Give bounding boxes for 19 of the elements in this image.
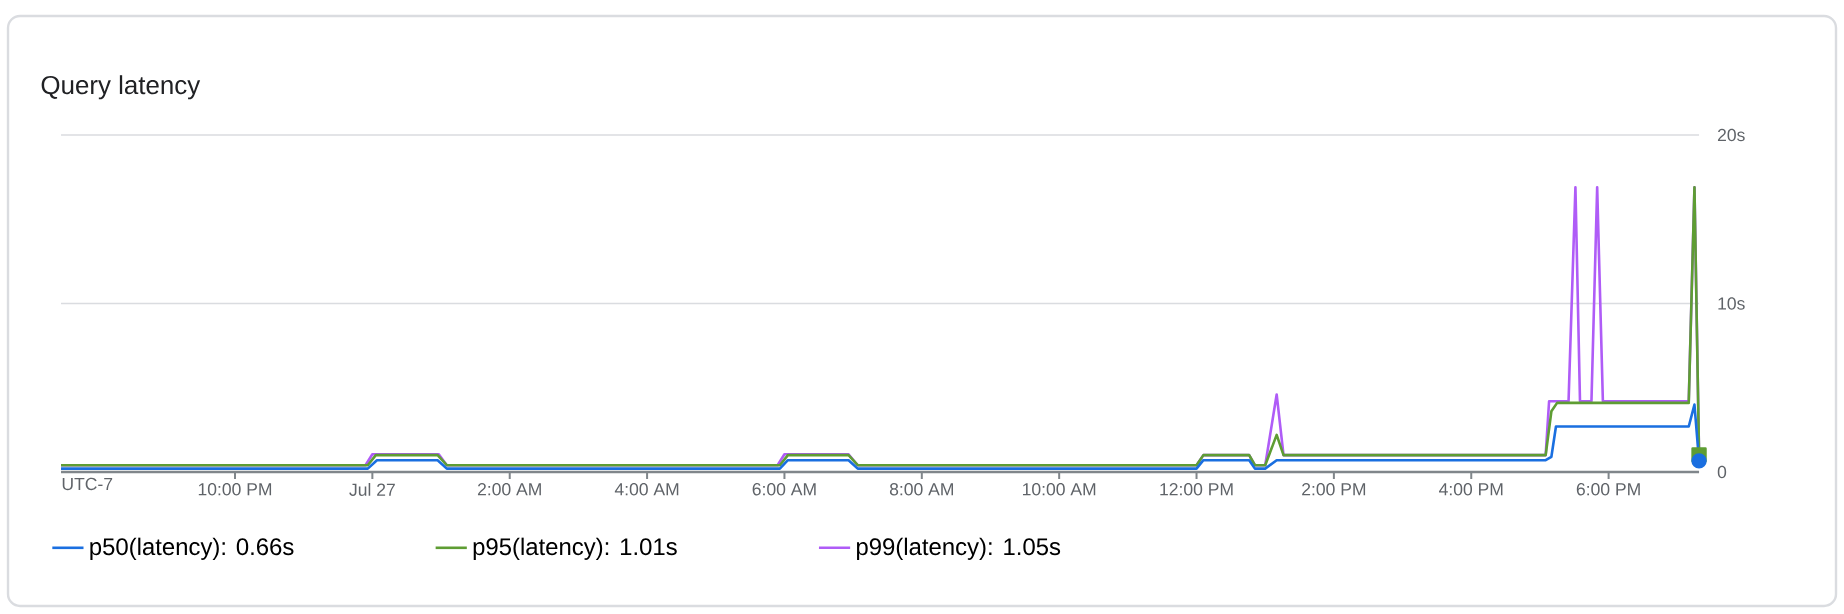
x-tick-label: 2:00 AM <box>477 483 541 496</box>
y-tick-label: 0 <box>1717 465 1727 479</box>
x-tick-label: Jul 27 <box>349 483 395 496</box>
x-tick-label: 10:00 AM <box>1022 483 1096 496</box>
legend-label: p50(latency): 0.66s <box>90 537 294 560</box>
x-tick-label: 12:00 PM <box>1160 483 1233 496</box>
x-tick-label: 10:00 PM <box>198 483 272 496</box>
legend-label: p99(latency): 1.05s <box>856 537 1061 560</box>
text: UTC-7 <box>62 477 113 491</box>
x-tick-label: 6:00 PM <box>1576 483 1640 496</box>
x-tick-label: 6:00 AM <box>752 483 816 496</box>
y-tick-label: 10s <box>1718 297 1745 310</box>
x-tick-label: 8:00 AM <box>889 483 953 496</box>
x-tick-label: 4:00 PM <box>1439 483 1503 496</box>
x-tick-label: 2:00 PM <box>1302 483 1366 496</box>
y-tick-label: 20s <box>1717 128 1745 142</box>
legend-label: p95(latency): 1.01s <box>473 537 677 560</box>
x-tick-label: 4:00 AM <box>614 483 679 496</box>
chart-title: Query latency <box>41 75 201 100</box>
